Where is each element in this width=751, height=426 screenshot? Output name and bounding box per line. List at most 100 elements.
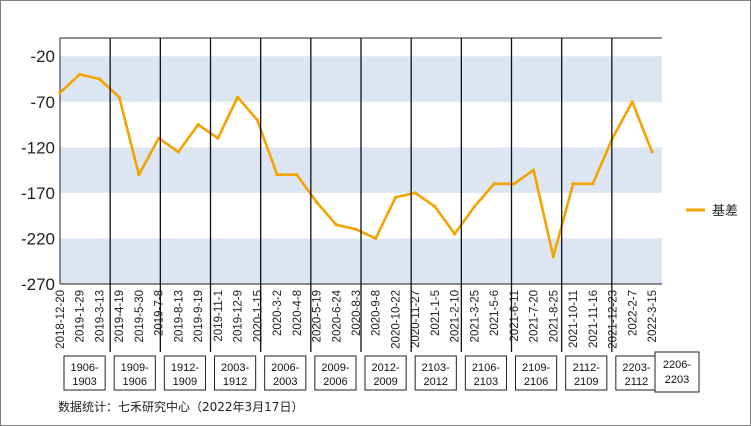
contract-box (615, 355, 658, 391)
contract-label: 2103- (422, 362, 450, 374)
contract-label: 2003 (273, 376, 297, 388)
contract-label: 2112- (573, 362, 601, 374)
contract-label: 2106- (472, 362, 500, 374)
x-tick-label: 2020-3-2 (272, 290, 284, 336)
data-point (334, 223, 338, 227)
data-point (255, 118, 259, 122)
contract-box (214, 355, 257, 391)
contract-label: 2012 (424, 376, 448, 388)
contract-label: 1912 (223, 376, 247, 388)
data-point (275, 173, 279, 177)
data-point (393, 195, 398, 200)
x-tick-label: 2019-7-8 (154, 290, 166, 336)
contract-label: 2103 (474, 376, 498, 388)
x-tick-label: 2019-8-13 (173, 290, 185, 342)
x-tick-label: 2022-3-15 (647, 290, 659, 342)
contract-label: 1909 (173, 376, 197, 388)
contract-box (113, 355, 156, 391)
x-tick-label: 2018-12-20 (55, 290, 67, 349)
x-tick-label: 2021-8-25 (548, 290, 560, 342)
data-point (78, 72, 82, 77)
x-tick-label: 2022-2-7 (627, 290, 639, 336)
contract-label: 2106 (524, 376, 548, 388)
data-point (492, 182, 496, 186)
x-tick-label: 2021-10-11 (568, 290, 580, 348)
data-point (196, 122, 200, 127)
contract-label: 2109- (522, 362, 550, 374)
x-tick-label: 2021-6-11 (509, 290, 521, 342)
data-point (472, 204, 476, 209)
x-tick-label: 2021-11-16 (588, 290, 600, 348)
x-tick-label: 2020-8-3 (351, 290, 363, 336)
data-point (117, 95, 121, 99)
data-point (650, 150, 654, 154)
data-point (433, 204, 437, 209)
contract-label: 1906 (123, 376, 147, 388)
contract-box (264, 355, 307, 391)
data-point (137, 173, 141, 177)
data-point (354, 227, 358, 231)
data-point (314, 200, 319, 204)
x-tick-label: 2021-7-20 (529, 290, 541, 342)
x-tick-label: 2021-3-25 (469, 290, 481, 342)
contract-label: 1912- (171, 362, 199, 374)
x-tick-label: 2019-12-9 (233, 290, 245, 342)
contract-label: 2112 (625, 376, 649, 388)
contract-label: 2006- (271, 362, 299, 374)
x-tick-label: 2021-12-23 (608, 290, 620, 349)
data-point (58, 91, 62, 95)
x-tick-label: 2021-2-10 (450, 290, 462, 342)
contract-box (515, 355, 558, 391)
legend-label: 基差 (712, 204, 738, 219)
contract-label: 2206- (663, 359, 691, 371)
data-point (591, 182, 595, 186)
contract-label: 1906- (71, 362, 99, 374)
data-point (413, 191, 417, 195)
contract-label: 2109 (574, 376, 598, 388)
contract-label: 2006 (323, 376, 347, 388)
contract-label: 2203- (622, 362, 650, 374)
source-note: 数据统计：七禾研究中心（2022年3月17日） (58, 399, 303, 414)
contract-box (565, 355, 608, 391)
x-tick-label: 2020-10-22 (390, 290, 402, 349)
x-tick-label: 2019-1-29 (75, 290, 87, 342)
data-point (236, 95, 240, 99)
x-tick-label: 2019-5-30 (134, 290, 146, 342)
x-tick-label: 2020-6-24 (331, 289, 343, 342)
data-point (512, 182, 516, 186)
x-tick-label: 2020-11-27 (410, 290, 422, 348)
data-point (630, 100, 634, 104)
x-tick-label: 2019-11-1 (213, 290, 225, 342)
data-point (453, 232, 457, 236)
contract-label: 2203 (665, 374, 689, 386)
contract-label: 2009 (373, 376, 397, 388)
x-tick-label: 2019-9-19 (193, 290, 205, 342)
data-point (157, 136, 161, 140)
contract-box (464, 355, 508, 391)
data-point (216, 136, 220, 140)
data-point (551, 255, 555, 259)
contract-box (314, 355, 357, 391)
y-tick-label: -20 (30, 47, 55, 66)
contract-label: 2012- (372, 362, 400, 374)
x-tick-label: 2019-3-13 (94, 290, 106, 342)
data-point (295, 173, 299, 177)
y-tick-label: -70 (30, 93, 55, 112)
contract-label: 2009- (321, 362, 349, 374)
data-point (571, 182, 575, 186)
x-tick-label: 2020-1-15 (252, 290, 264, 342)
y-tick-label: -220 (21, 229, 55, 248)
data-point (532, 168, 536, 172)
data-point (176, 150, 180, 154)
x-tick-label: 2021-1-5 (430, 290, 442, 336)
data-point (374, 236, 378, 241)
x-tick-label: 2021-5-6 (489, 290, 501, 336)
x-tick-label: 2020-4-8 (292, 290, 304, 336)
x-tick-label: 2019-4-19 (114, 290, 126, 342)
contract-label: 1909- (121, 362, 149, 374)
x-tick-label: 2020-9-8 (371, 290, 383, 336)
contract-box (654, 351, 700, 393)
contract-box (163, 355, 206, 391)
contract-box (63, 355, 106, 391)
